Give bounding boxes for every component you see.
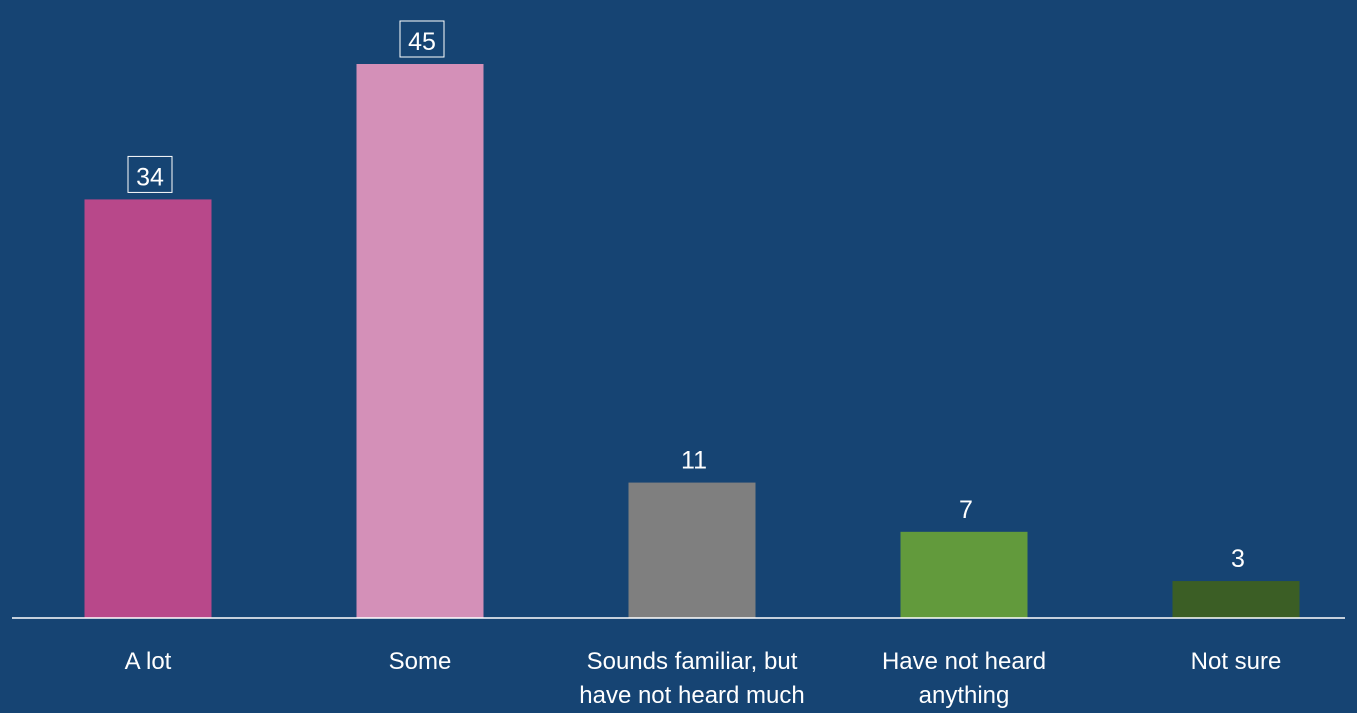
- category-label-0: A lot: [125, 648, 172, 675]
- value-label-box-0: [127, 155, 173, 193]
- value-label-2: 11: [681, 447, 707, 475]
- bar-2: [628, 482, 756, 618]
- value-labels-group: 34 45 11 7 3: [127, 20, 1245, 573]
- category-label-4: Not sure: [1191, 648, 1282, 675]
- category-label-2: Sounds familiar, but have not heard much: [579, 648, 804, 709]
- value-label-3: 7: [959, 496, 973, 524]
- value-label-1: 45: [408, 28, 436, 56]
- bar-4: [1172, 581, 1300, 618]
- value-label-box-1: [399, 20, 445, 58]
- bars-group: [84, 64, 1300, 618]
- category-label-1: Some: [389, 648, 452, 675]
- value-label-0: 34: [136, 163, 164, 191]
- value-label-4: 3: [1231, 545, 1245, 573]
- bar-0: [84, 199, 212, 618]
- category-labels-group: A lot Some Sounds familiar, but have not he…: [125, 648, 1282, 709]
- category-label-3: Have not heard anything: [882, 648, 1046, 709]
- bar-1: [356, 64, 484, 618]
- bar-3: [900, 531, 1028, 618]
